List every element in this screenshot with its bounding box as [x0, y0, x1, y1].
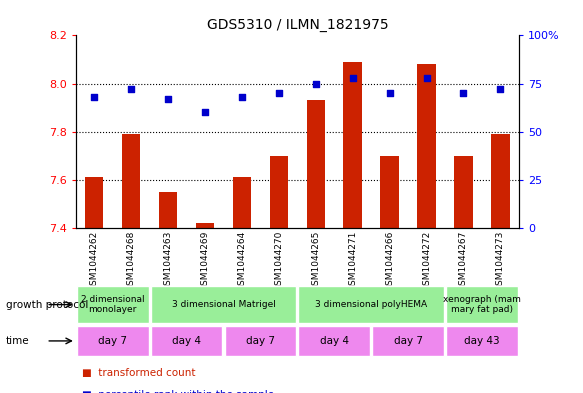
Bar — [454, 156, 473, 228]
Point — [237, 94, 247, 100]
Bar — [343, 62, 362, 228]
Text: day 4: day 4 — [172, 336, 201, 346]
Text: day 4: day 4 — [319, 336, 349, 346]
Text: ■  percentile rank within the sample: ■ percentile rank within the sample — [82, 390, 274, 393]
Bar — [298, 325, 370, 356]
Point — [311, 80, 321, 86]
Point — [348, 75, 357, 81]
Bar — [446, 325, 518, 356]
Point — [163, 96, 173, 102]
Text: day 43: day 43 — [464, 336, 500, 346]
Text: 3 dimensional polyHEMA: 3 dimensional polyHEMA — [315, 300, 427, 309]
Point — [274, 90, 283, 96]
Bar — [233, 177, 251, 228]
Point — [459, 90, 468, 96]
Text: growth protocol: growth protocol — [6, 299, 88, 310]
Bar — [380, 156, 399, 228]
Bar — [159, 192, 177, 228]
Bar — [417, 64, 436, 228]
Bar — [77, 325, 149, 356]
Text: time: time — [6, 336, 30, 346]
Text: 2 dimensional
monolayer: 2 dimensional monolayer — [81, 295, 145, 314]
Point — [496, 86, 505, 92]
Text: day 7: day 7 — [98, 336, 127, 346]
Point — [127, 86, 136, 92]
Bar — [373, 325, 444, 356]
Bar — [224, 325, 296, 356]
Bar — [77, 286, 149, 323]
Point — [201, 109, 210, 116]
Point — [385, 90, 394, 96]
Bar — [196, 223, 215, 228]
Bar — [122, 134, 141, 228]
Text: 3 dimensional Matrigel: 3 dimensional Matrigel — [171, 300, 275, 309]
Text: xenograph (mam
mary fat pad): xenograph (mam mary fat pad) — [443, 295, 521, 314]
Bar — [491, 134, 510, 228]
Bar — [151, 325, 222, 356]
Bar — [85, 177, 103, 228]
Point — [422, 75, 431, 81]
Bar — [269, 156, 288, 228]
Text: day 7: day 7 — [394, 336, 423, 346]
Point — [90, 94, 99, 100]
Text: ■  transformed count: ■ transformed count — [82, 368, 195, 378]
Bar — [151, 286, 296, 323]
Bar — [307, 100, 325, 228]
Bar — [298, 286, 444, 323]
Bar — [446, 286, 518, 323]
Title: GDS5310 / ILMN_1821975: GDS5310 / ILMN_1821975 — [206, 18, 388, 31]
Text: day 7: day 7 — [246, 336, 275, 346]
